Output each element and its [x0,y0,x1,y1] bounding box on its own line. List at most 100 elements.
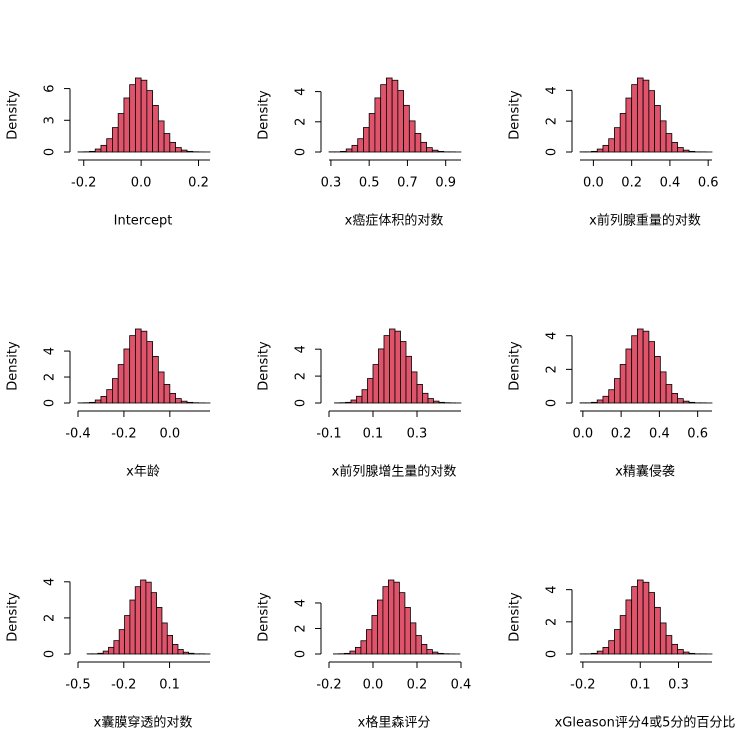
bar [134,586,141,655]
bar [682,400,690,404]
bar [591,401,598,404]
y-tick-label: 6 [43,84,58,92]
bar [380,84,387,153]
bar [654,105,661,153]
x-tick-label: -0.1 [316,427,341,442]
bar [166,635,174,655]
bar [345,401,352,404]
bar [642,79,650,153]
bar [368,113,376,153]
bar [665,384,673,404]
y-tick-label: 2 [294,624,309,632]
y-axis-label: Density [508,341,523,391]
x-tick-label: 0.1 [630,678,651,693]
bar [169,392,176,404]
x-tick-label: 0.7 [397,176,418,191]
x-tick-label: 0.2 [188,176,209,191]
bar [145,581,152,655]
bar [383,335,390,404]
bar [188,652,195,655]
bar [172,644,179,655]
bar [394,330,401,404]
x-tick-label: 0.3 [407,427,428,442]
x-tick-label: 0.0 [573,427,594,442]
y-tick-label: 0 [545,399,560,407]
bar [113,640,120,655]
y-tick-label: 2 [43,373,58,381]
bar [134,77,142,153]
bar [124,615,131,655]
bar [371,615,378,655]
bar [403,104,410,153]
bar [89,150,96,153]
y-tick-label: 2 [294,372,309,380]
bar [161,622,168,655]
bar [642,330,650,404]
y-tick-label: 4 [294,345,309,353]
bar [398,592,406,655]
y-axis-label: Density [508,592,523,642]
x-tick-label: 0.4 [451,678,472,693]
bar [385,77,393,153]
y-tick-label: 4 [43,347,58,355]
bar [437,150,445,153]
bar [140,579,147,655]
x-tick-label: 0.1 [159,678,180,693]
bar [361,389,368,404]
bar [345,148,353,153]
bar [688,401,696,404]
bar [175,398,182,404]
bar [350,399,357,404]
bar [614,378,621,404]
y-tick-label: 0 [294,399,309,407]
bar [117,364,125,404]
bar [152,355,159,404]
bar [677,649,684,655]
bar [431,149,439,153]
bar [169,141,176,153]
bar [636,328,644,404]
bar [422,392,429,404]
bar [427,398,434,404]
y-tick-label: 3 [43,116,58,124]
bar [433,400,440,404]
bar [426,147,433,153]
bar [648,90,656,153]
bar [591,150,598,153]
bar [677,398,684,404]
bar [175,147,182,153]
bar [186,401,194,404]
bar [596,399,604,404]
bar [140,330,148,404]
bar [376,599,384,655]
x-tick-label: 0.9 [435,176,456,191]
bar [414,133,422,153]
x-axis-label: x囊膜穿透的对数 [94,715,193,731]
bar [682,149,690,153]
bar [648,341,656,404]
bar [365,629,373,655]
bar [405,355,412,404]
bar [608,389,615,404]
y-tick-label: 0 [545,650,560,658]
y-tick-label: 0 [43,399,58,407]
bar [648,592,656,655]
y-axis-label: Density [6,90,21,140]
bar [411,371,418,404]
bar [671,393,678,404]
bar [614,629,621,655]
bar [671,142,678,153]
x-tick-label: -0.2 [71,176,96,191]
x-axis-label: x前列腺重量的对数 [589,213,701,229]
x-tick-label: -0.4 [65,427,90,442]
x-tick-label: 0.3 [321,176,342,191]
y-tick-label: 2 [545,365,560,373]
bar [420,644,428,655]
bar [420,141,427,153]
bar [97,652,104,655]
bar [108,646,115,655]
x-tick-label: 0.5 [359,176,380,191]
bar [106,389,113,404]
bar [156,607,163,655]
